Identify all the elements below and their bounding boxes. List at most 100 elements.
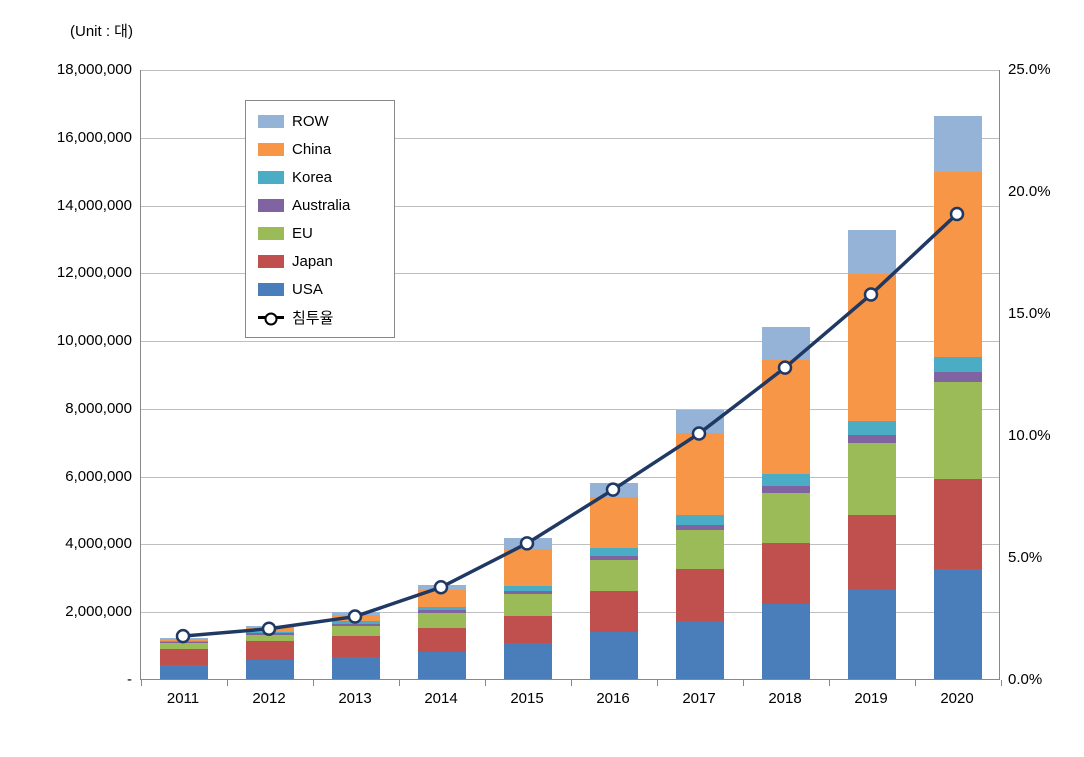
bar-group [332,612,379,679]
x-tick-label: 2011 [167,690,199,707]
bar-segment-row [762,327,809,361]
x-tick-label: 2015 [510,690,543,707]
legend-line-marker [258,316,284,319]
legend-item: ROW [258,107,382,135]
x-tick-label: 2016 [596,690,629,707]
bar-segment-japan [160,649,207,666]
x-tick-label: 2017 [682,690,715,707]
legend-swatch [258,171,284,184]
bar-segment-china [848,274,895,421]
y-left-tick: 16,000,000 [22,129,132,146]
legend-label: EU [292,225,313,242]
bar-segment-japan [246,641,293,660]
x-tick-label: 2012 [252,690,285,707]
bar-segment-australia [934,372,981,382]
legend-swatch [258,115,284,128]
bar-segment-japan [504,616,551,643]
bar-segment-china [332,615,379,622]
bar-segment-korea [160,641,207,642]
y-left-tick: 10,000,000 [22,332,132,349]
x-tick-mark [313,680,314,686]
x-tick-label: 2013 [338,690,371,707]
y-left-tick: 8,000,000 [22,400,132,417]
right-axis-line [999,70,1000,679]
bar-group [590,483,637,679]
y-right-tick: 5.0% [1008,549,1042,566]
unit-label: (Unit : 대) [70,20,133,41]
bar-group [934,116,981,679]
bar-segment-eu [418,613,465,628]
bar-segment-row [418,585,465,590]
legend-box: ROW China Korea Australia EU Japan USA 침투율 [245,100,395,338]
bar-segment-australia [418,610,465,613]
x-tick-label: 2018 [768,690,801,707]
bar-group [848,230,895,679]
y-left-tick: 14,000,000 [22,197,132,214]
bar-segment-usa [418,652,465,679]
bar-segment-china [676,433,723,514]
bar-segment-japan [332,636,379,657]
legend-item: China [258,135,382,163]
legend-item: Korea [258,163,382,191]
legend-label: China [292,141,331,158]
bar-segment-row [332,612,379,614]
bar-segment-korea [332,621,379,623]
bar-segment-china [246,628,293,631]
x-tick-mark [743,680,744,686]
x-tick-mark [915,680,916,686]
bar-segment-usa [676,621,723,679]
legend-swatch [258,283,284,296]
bar-segment-japan [676,569,723,622]
bar-segment-row [590,483,637,497]
bar-segment-china [160,639,207,641]
bar-segment-australia [246,633,293,634]
legend-item: Japan [258,247,382,275]
legend-item: USA [258,275,382,303]
bar-segment-row [676,410,723,434]
legend-swatch [258,199,284,212]
bar-segment-korea [246,632,293,634]
bar-segment-australia [332,624,379,626]
bar-segment-korea [762,474,809,486]
x-tick-mark [399,680,400,686]
x-tick-mark [141,680,142,686]
bar-group [160,638,207,679]
bar-segment-eu [504,594,551,616]
bar-segment-eu [934,382,981,479]
legend-item: EU [258,219,382,247]
bar-segment-china [590,497,637,548]
y-left-tick: 18,000,000 [22,61,132,78]
gridline [141,70,1000,71]
bar-segment-usa [246,660,293,679]
bar-segment-eu [676,530,723,569]
bar-segment-australia [676,525,723,530]
bar-segment-korea [934,357,981,372]
bar-segment-japan [590,591,637,632]
bar-segment-japan [418,628,465,652]
x-tick-label: 2019 [854,690,887,707]
bar-segment-eu [848,443,895,514]
bar-segment-australia [762,486,809,493]
legend-label: ROW [292,113,329,130]
legend-label: Australia [292,197,350,214]
bar-segment-row [934,116,981,172]
legend-label: 침투율 [292,307,333,328]
y-left-tick: 4,000,000 [22,535,132,552]
bar-segment-usa [590,632,637,679]
bar-segment-korea [418,607,465,610]
legend-item: 침투율 [258,303,382,331]
bar-segment-australia [590,556,637,560]
y-right-tick: 0.0% [1008,671,1042,688]
legend-swatch [258,143,284,156]
bar-segment-eu [332,626,379,636]
bar-segment-usa [848,589,895,679]
y-left-tick: 12,000,000 [22,264,132,281]
bar-segment-korea [590,548,637,556]
legend-label: Japan [292,253,333,270]
stacked-bar-line-chart: (Unit : 대) ROW China Korea Australia EU Japan… [20,20,1064,737]
legend-item: Australia [258,191,382,219]
y-right-tick: 20.0% [1008,183,1051,200]
bar-segment-usa [934,569,981,679]
bar-segment-australia [848,435,895,443]
y-right-tick: 15.0% [1008,305,1051,322]
